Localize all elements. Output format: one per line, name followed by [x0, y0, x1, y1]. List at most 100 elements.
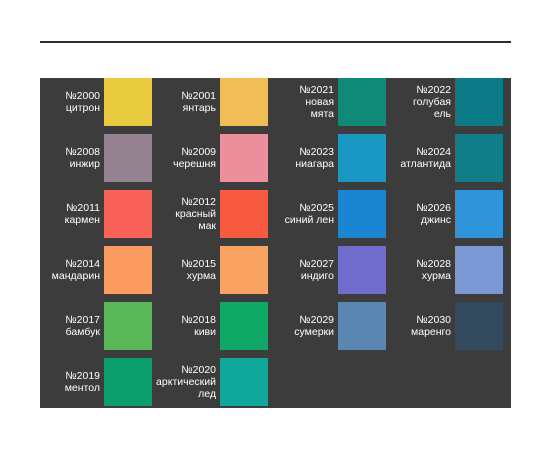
swatch-name: лед [198, 388, 216, 400]
swatch-code: №2012 [181, 196, 216, 208]
swatch-name: кармен [64, 214, 100, 226]
swatch-label: №2015 хурма [156, 246, 216, 294]
color-chip [455, 134, 503, 182]
swatch-label: №2014 мандарин [40, 246, 100, 294]
swatch-code: №2021 [299, 84, 334, 96]
swatch-2024: №2024 атлантида [391, 134, 507, 182]
top-divider [40, 41, 511, 43]
color-chip [220, 78, 268, 126]
swatch-name: хурма [186, 270, 216, 282]
swatch-code: №2022 [416, 84, 451, 96]
swatch-code: №2001 [181, 90, 216, 102]
swatch-label: №2030 маренго [391, 302, 451, 350]
swatch-name: новая [305, 96, 334, 108]
swatch-name: янтарь [182, 102, 216, 114]
color-chip [104, 358, 152, 406]
swatch-name: маренго [411, 326, 451, 338]
swatch-label: №2025 синий лен [274, 190, 334, 238]
color-chip [338, 246, 386, 294]
swatch-2028: №2028 хурма [391, 246, 507, 294]
swatch-code: №2020 [181, 364, 216, 376]
swatch-code: №2027 [299, 258, 334, 270]
swatch-2019: №2019 ментол [40, 358, 156, 406]
swatch-label: №2020 арктический лед [154, 358, 216, 406]
swatch-name: мята [310, 108, 334, 120]
swatch-name: синий лен [284, 214, 334, 226]
swatch-code: №2019 [65, 370, 100, 382]
swatch-2018: №2018 киви [156, 302, 272, 350]
color-chip [104, 78, 152, 126]
color-chip [104, 190, 152, 238]
color-chip [104, 134, 152, 182]
swatch-2000: №2000 цитрон [40, 78, 156, 126]
swatch-code: №2015 [181, 258, 216, 270]
color-chip [455, 190, 503, 238]
swatch-label: №2027 индиго [274, 246, 334, 294]
color-chip [220, 246, 268, 294]
swatch-label: №2024 атлантида [391, 134, 451, 182]
swatch-code: №2011 [66, 202, 100, 214]
swatch-label: №2008 инжир [40, 134, 100, 182]
swatch-2012: №2012 красный мак [156, 190, 272, 238]
swatch-2017: №2017 бамбук [40, 302, 156, 350]
swatch-name: бамбук [65, 326, 100, 338]
swatch-label: №2028 хурма [391, 246, 451, 294]
swatch-2030: №2030 маренго [391, 302, 507, 350]
swatch-label: №2017 бамбук [40, 302, 100, 350]
swatch-code: №2026 [416, 202, 451, 214]
color-chip [455, 78, 503, 126]
swatch-label: №2021 новая мята [274, 78, 334, 126]
color-chip [455, 246, 503, 294]
swatch-name: хурма [421, 270, 451, 282]
swatch-2027: №2027 индиго [274, 246, 390, 294]
swatch-code: №2023 [299, 146, 334, 158]
color-chip [455, 302, 503, 350]
swatch-code: №2018 [181, 314, 216, 326]
swatch-name: сумерки [294, 326, 334, 338]
swatch-label: №2001 янтарь [156, 78, 216, 126]
swatch-name: джинс [420, 214, 451, 226]
swatch-label: №2029 сумерки [274, 302, 334, 350]
color-chip [338, 190, 386, 238]
color-chip [104, 302, 152, 350]
swatch-code: №2000 [65, 90, 100, 102]
swatch-label: №2019 ментол [40, 358, 100, 406]
swatch-name: арктический [156, 376, 216, 388]
swatch-name: мак [198, 220, 216, 232]
swatch-name: индиго [300, 270, 334, 282]
color-chip [220, 190, 268, 238]
color-chip [338, 302, 386, 350]
swatch-label: №2012 красный мак [156, 190, 216, 238]
color-chip [338, 134, 386, 182]
swatch-name: ниагара [295, 158, 334, 170]
swatch-2026: №2026 джинс [391, 190, 507, 238]
swatch-label: №2018 киви [156, 302, 216, 350]
swatch-2009: №2009 черешня [156, 134, 272, 182]
swatch-code: №2009 [181, 146, 216, 158]
swatch-code: №2029 [299, 314, 334, 326]
color-chip [104, 246, 152, 294]
color-chip [338, 78, 386, 126]
swatch-code: №2030 [416, 314, 451, 326]
swatch-name: цитрон [65, 102, 100, 114]
color-chart-panel [40, 78, 511, 408]
swatch-label: №2026 джинс [391, 190, 451, 238]
color-chip [220, 358, 268, 406]
swatch-2008: №2008 инжир [40, 134, 156, 182]
swatch-name: атлантида [400, 158, 451, 170]
swatch-code: №2024 [416, 146, 451, 158]
swatch-2020: №2020 арктический лед [156, 358, 272, 406]
swatch-name: ель [433, 108, 451, 120]
swatch-2025: №2025 синий лен [274, 190, 390, 238]
swatch-label: №2009 черешня [156, 134, 216, 182]
swatch-code: №2017 [65, 314, 100, 326]
swatch-name: голубая [412, 96, 451, 108]
swatch-2001: №2001 янтарь [156, 78, 272, 126]
swatch-2015: №2015 хурма [156, 246, 272, 294]
swatch-name: инжир [69, 158, 100, 170]
swatch-code: №2014 [65, 258, 100, 270]
color-chip [220, 134, 268, 182]
swatch-2014: №2014 мандарин [40, 246, 156, 294]
swatch-2021: №2021 новая мята [274, 78, 390, 126]
